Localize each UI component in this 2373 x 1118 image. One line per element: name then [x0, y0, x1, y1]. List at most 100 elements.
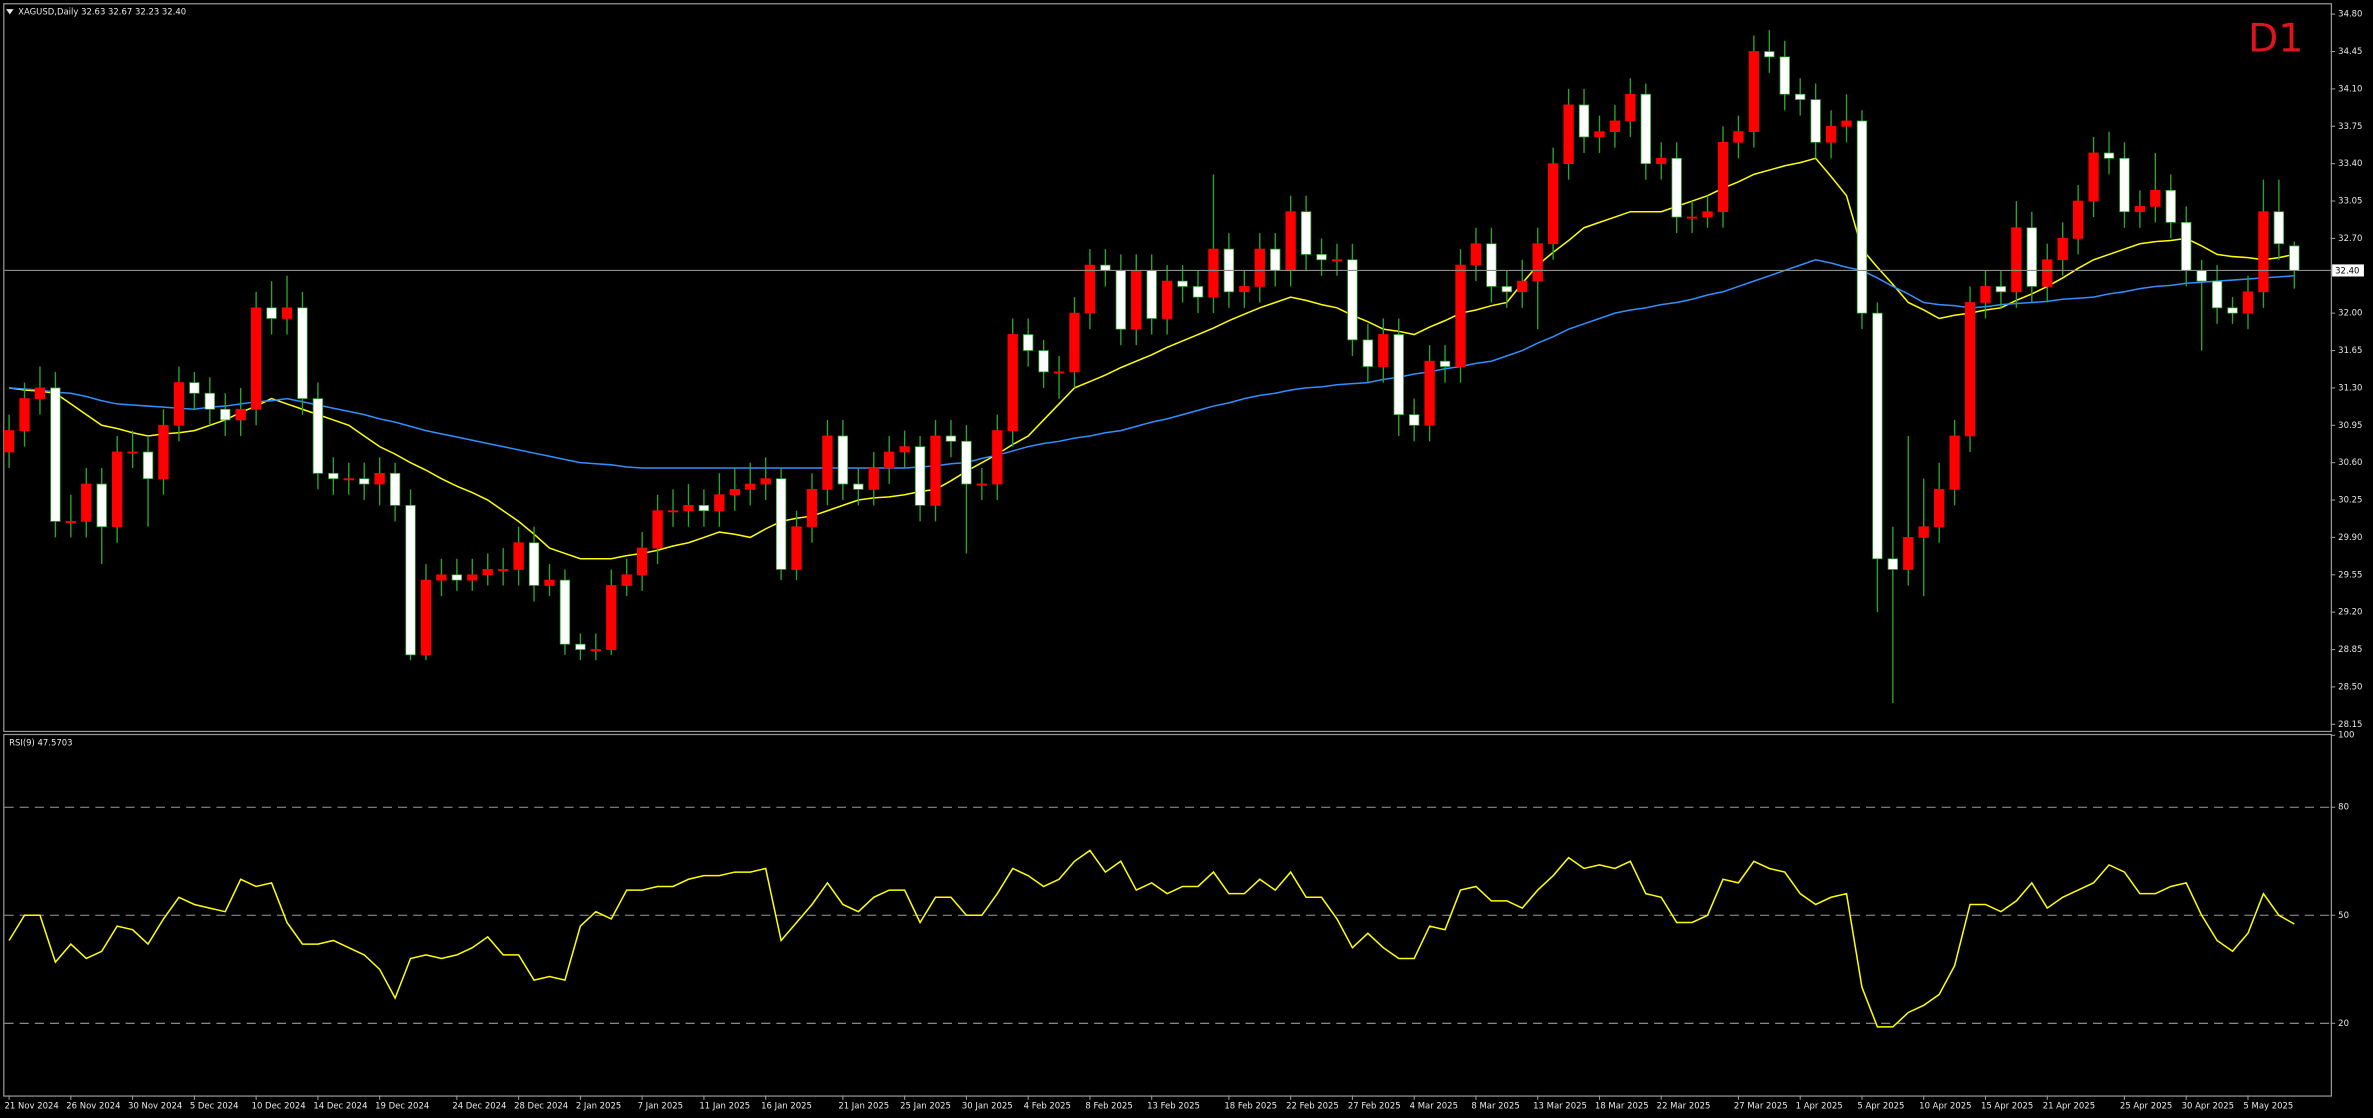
candle-body	[389, 472, 401, 506]
x-tick-label: 30 Apr 2025	[2182, 1100, 2234, 1110]
candle-body	[34, 387, 46, 399]
candle-body	[1995, 286, 2007, 293]
candle-body	[1084, 264, 1096, 314]
candle-body	[1795, 93, 1806, 100]
y-tick-label: 34.10	[2338, 83, 2362, 93]
candle-body	[729, 488, 740, 496]
candle-body	[498, 569, 509, 572]
candle-body	[559, 579, 571, 645]
candle-body	[1702, 211, 1713, 218]
candle-body	[1161, 280, 1173, 319]
candle-body	[1532, 243, 1543, 282]
candle-body	[1748, 51, 1760, 132]
rsi-layer	[4, 806, 2331, 1028]
candle-body	[775, 478, 787, 570]
candle-body	[297, 307, 308, 399]
candle-body	[173, 382, 185, 426]
candle-body	[250, 307, 262, 410]
candle-body	[513, 542, 524, 570]
collapse-arrow[interactable]	[6, 9, 14, 15]
x-tick-label: 4 Feb 2025	[1024, 1100, 1071, 1110]
candle-body	[1686, 216, 1698, 219]
y-tick-label: 34.45	[2338, 46, 2362, 56]
candle-body	[1856, 120, 1868, 314]
candle-body	[1393, 334, 1404, 415]
y-tick-label: 28.50	[2338, 681, 2362, 691]
candle-body	[544, 579, 555, 586]
candle-body	[204, 392, 215, 410]
candle-body	[1470, 243, 1482, 266]
y-tick-label: 100	[2338, 730, 2354, 740]
candle-body	[884, 451, 895, 469]
candle-body	[667, 510, 679, 513]
candle-body	[528, 542, 540, 586]
x-tick-label: 27 Feb 2025	[1348, 1100, 1401, 1110]
x-tick-label: 11 Jan 2025	[699, 1100, 750, 1110]
x-tick-label: 19 Dec 2024	[375, 1100, 429, 1110]
price-panel-frame	[3, 3, 2332, 733]
candle-body	[2211, 280, 2223, 309]
candle-body	[683, 505, 694, 512]
x-tick-label: 30 Jan 2025	[962, 1100, 1013, 1110]
candle-body	[1764, 51, 1775, 58]
candle-body	[1918, 526, 1929, 538]
x-tick-label: 27 Mar 2025	[1734, 1100, 1788, 1110]
candle-body	[1038, 350, 1049, 373]
candle-body	[142, 451, 154, 480]
candle-body	[1563, 104, 1574, 165]
candle-body	[2134, 205, 2146, 213]
y-tick-label: 80	[2338, 802, 2349, 812]
candle-body	[2119, 157, 2130, 213]
candle-body	[1177, 280, 1188, 287]
x-tick-label: 8 Feb 2025	[1085, 1100, 1132, 1110]
candle-body	[1547, 163, 1559, 245]
candle-body	[992, 430, 1003, 485]
candle-body	[2165, 189, 2176, 223]
y-tick-label: 29.20	[2338, 607, 2362, 617]
candle-body	[961, 440, 972, 485]
x-tick-label: 10 Apr 2025	[1919, 1100, 1971, 1110]
candle-body	[868, 467, 879, 490]
candle-body	[590, 649, 601, 652]
candle-body	[158, 424, 169, 480]
candle-body	[1131, 270, 1142, 330]
candle-body	[1192, 286, 1204, 298]
x-tick-label: 18 Feb 2025	[1224, 1100, 1277, 1110]
y-tick-label: 31.65	[2338, 345, 2362, 355]
moving-average-line	[9, 258, 2295, 469]
candle-body	[1362, 339, 1374, 367]
candle-body	[343, 478, 354, 481]
candle-body	[81, 483, 92, 522]
x-tick-label: 30 Nov 2024	[128, 1100, 182, 1110]
x-tick-label: 21 Nov 2024	[5, 1100, 59, 1110]
candle-body	[652, 510, 663, 549]
candle-body	[127, 451, 138, 454]
candle-body	[1578, 104, 1590, 138]
candle-body	[1316, 254, 1327, 261]
x-tick-label: 13 Feb 2025	[1147, 1100, 1200, 1110]
candle-body	[374, 472, 385, 485]
candle-body	[1733, 131, 1744, 143]
candle-body	[1640, 93, 1651, 165]
candle-body	[1594, 131, 1605, 138]
candle-body	[2150, 189, 2161, 207]
candle-body	[1239, 286, 1250, 293]
x-tick-label: 26 Nov 2024	[66, 1100, 120, 1110]
axis-layer: 34.80 34.45 34.10 33.75 33.40 33.05 32.70 32.00…	[5, 9, 2364, 1110]
candle-body	[281, 307, 293, 319]
candle-body	[50, 387, 61, 522]
candle-body	[1285, 211, 1296, 271]
y-tick-label: 32.00	[2338, 308, 2362, 318]
x-tick-label: 24 Dec 2024	[452, 1100, 506, 1110]
candle-body	[914, 446, 926, 506]
candle-body	[1887, 558, 1899, 570]
x-tick-label: 15 Apr 2025	[1981, 1100, 2033, 1110]
x-tick-label: 21 Apr 2025	[2043, 1100, 2095, 1110]
x-tick-label: 8 Mar 2025	[1471, 1100, 1519, 1110]
x-tick-label: 5 Apr 2025	[1857, 1100, 1904, 1110]
price-layer	[3, 30, 2333, 703]
candle-body	[837, 435, 849, 485]
candle-body	[1100, 264, 1111, 271]
